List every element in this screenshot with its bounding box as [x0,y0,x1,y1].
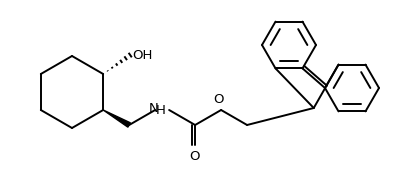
Text: H: H [156,104,166,116]
Polygon shape [103,110,130,127]
Text: OH: OH [132,49,152,62]
Text: O: O [189,150,199,163]
Text: N: N [149,102,159,115]
Text: O: O [213,93,223,106]
